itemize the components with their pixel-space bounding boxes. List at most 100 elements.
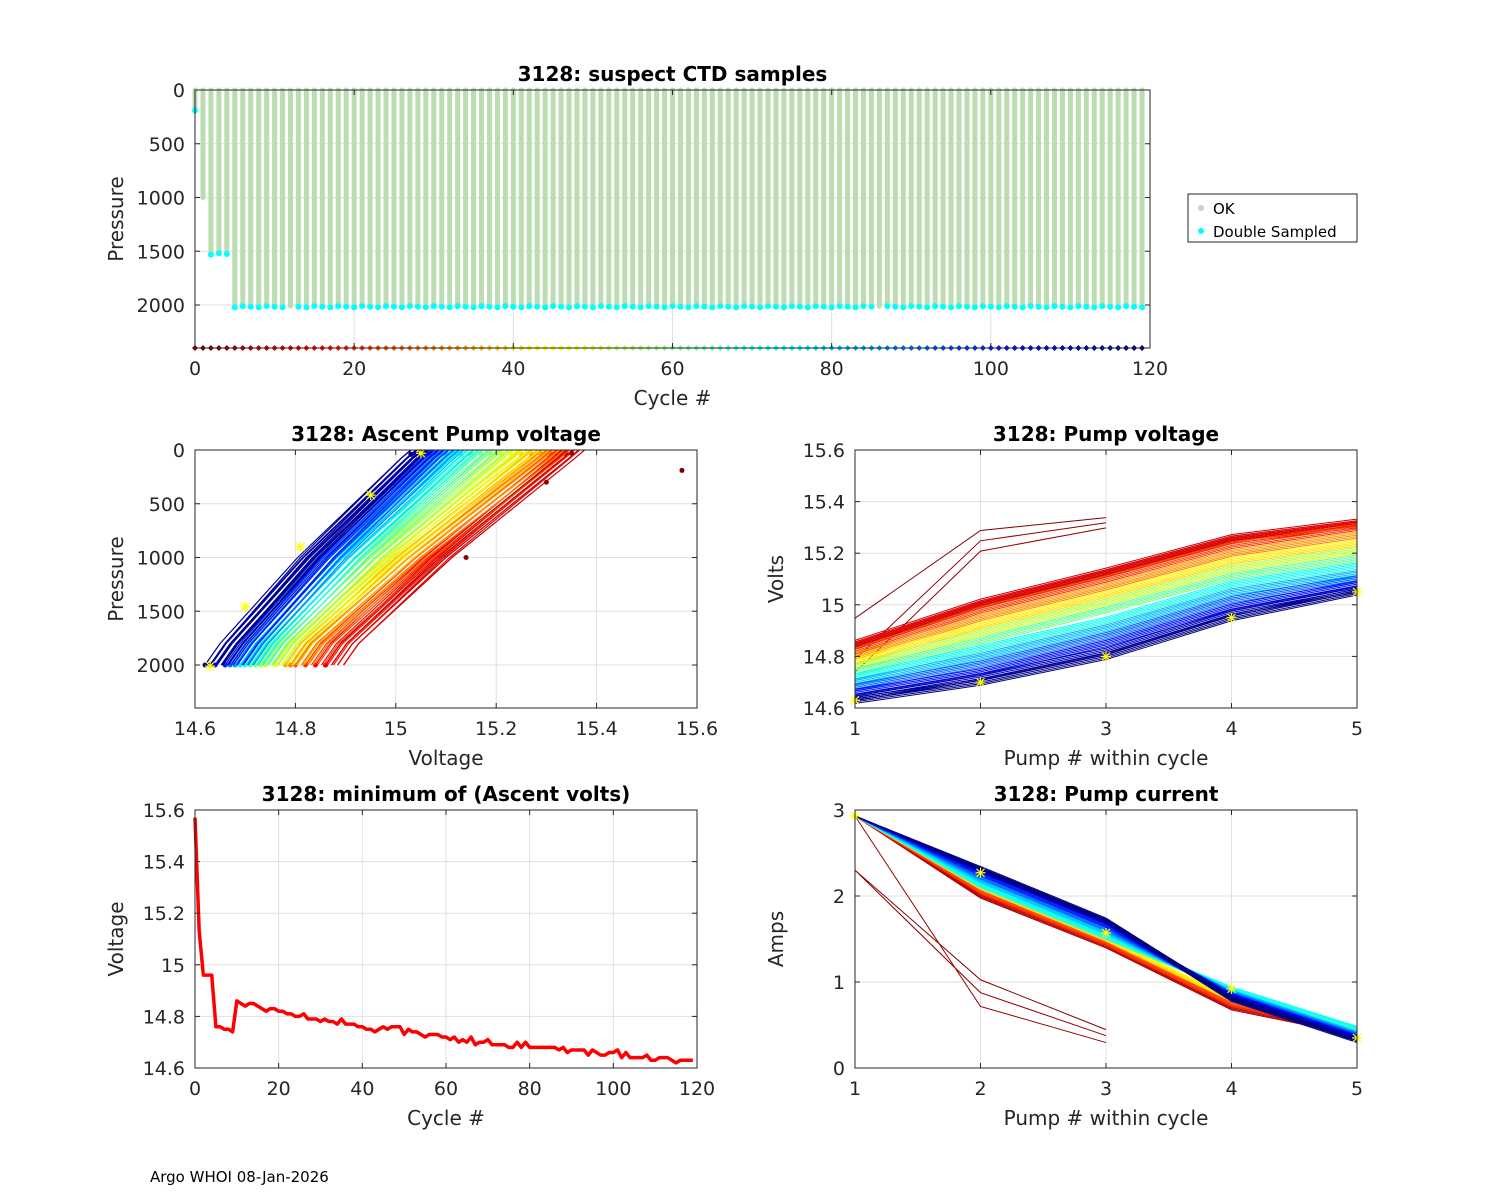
double-sampled-point [1107, 303, 1114, 310]
double-sampled-point [637, 304, 644, 311]
x-axis-label: Cycle # [634, 386, 712, 410]
ascent-outlier-point [679, 467, 685, 473]
ascent-voltage-line [323, 449, 570, 666]
double-sampled-point [581, 303, 588, 310]
ascent-voltage-line [239, 449, 457, 666]
pump-cycle-line [854, 582, 1358, 692]
ascent-voltage-line [262, 449, 480, 666]
pump-cycle-line [854, 539, 1358, 659]
highlight-star-marker [975, 867, 986, 878]
y-tick-label: 500 [149, 134, 185, 156]
y-axis-label: Voltage [104, 901, 128, 976]
double-sampled-point [510, 303, 517, 310]
chart-title: 3128: minimum of (Ascent volts) [262, 782, 631, 806]
chart-title: 3128: Ascent Pump voltage [291, 422, 601, 446]
pump-cycle-line [854, 575, 1358, 685]
axes-frame [194, 449, 698, 709]
double-sampled-point [677, 303, 684, 310]
ascent-voltage-line [272, 449, 500, 666]
y-tick-label: 1000 [137, 188, 185, 210]
ascent-voltage-line [307, 449, 560, 666]
double-sampled-point [566, 304, 573, 311]
double-sampled-point [741, 303, 748, 310]
x-tick-label: 40 [501, 358, 525, 380]
double-sampled-point [860, 303, 867, 310]
double-sampled-point [534, 303, 541, 310]
double-sampled-point [263, 303, 270, 310]
data-marks [192, 87, 1146, 351]
double-sampled-point [709, 304, 716, 311]
double-sampled-point [1123, 303, 1130, 310]
double-sampled-point [685, 304, 692, 311]
double-sampled-point [661, 304, 668, 311]
pump-cycle-line [854, 815, 1358, 1040]
double-sampled-point [725, 303, 732, 310]
double-sampled-point [470, 304, 477, 311]
y-tick-label: 3 [833, 800, 845, 822]
pump-cycle-line [854, 522, 1358, 646]
x-tick-label: 0 [189, 358, 201, 380]
double-sampled-point [390, 303, 397, 310]
pump-voltage-chart: 1 2 3 4 5 14.6 14.8 15 15.2 15.4 15.6 3128: Pump vo… [764, 422, 1363, 770]
legend-ok-label: OK [1213, 200, 1236, 218]
highlight-star-marker [415, 448, 426, 459]
double-sampled-point [398, 304, 405, 311]
x-tick-label: 80 [518, 1078, 542, 1100]
pump-cycle-line [854, 534, 1358, 657]
double-sampled-point [645, 303, 652, 310]
axes-box [194, 449, 698, 709]
double-sampled-point [804, 304, 811, 311]
pump-cycle-line [854, 545, 1358, 666]
double-sampled-point [621, 303, 628, 310]
y-tick-label: 0 [833, 1058, 845, 1080]
pump-cycle-line [854, 543, 1358, 664]
pump-cycle-line [854, 576, 1358, 687]
pump-cycle-line [854, 536, 1358, 659]
double-sampled-point [1075, 303, 1082, 310]
pump-cycle-line [854, 581, 1358, 691]
pump-cycle-line [854, 568, 1358, 681]
ascent-voltage-line [221, 449, 424, 666]
ascent-voltage-line [242, 449, 445, 666]
double-sampled-point [430, 303, 437, 310]
double-sampled-point [247, 303, 254, 310]
y-tick-label: 15.2 [803, 543, 845, 565]
x-tick-label: 20 [267, 1078, 291, 1100]
double-sampled-point [765, 303, 771, 310]
double-sampled-point [1051, 303, 1058, 310]
footer-credit: Argo WHOI 08-Jan-2026 [150, 1168, 329, 1186]
double-sampled-point [1115, 304, 1122, 311]
ascent-voltage-line [256, 449, 474, 666]
axes-frame [854, 809, 1358, 1069]
ascent-voltage-line [257, 449, 475, 666]
ascent-voltage-line [312, 449, 565, 666]
ascent-voltage-line [259, 449, 492, 666]
double-sampled-point [812, 303, 819, 310]
ascent-voltage-line [333, 449, 575, 666]
double-sampled-point [446, 304, 453, 311]
minimum-ascent-volts-chart: 0 20 40 60 80 100 120 14.6 14.8 15 15.2 15.4 15.6 312… [104, 782, 715, 1130]
highlight-star-marker [205, 661, 216, 672]
y-tick-label: 1500 [137, 601, 185, 623]
x-tick-label: 1 [849, 1078, 861, 1100]
double-sampled-point [908, 303, 915, 310]
ascent-voltage-line [276, 449, 514, 666]
y-tick-label: 0 [173, 80, 185, 102]
double-sampled-point [940, 303, 947, 310]
pump-cycle-line [854, 573, 1358, 683]
double-sampled-point [1035, 303, 1042, 310]
pump-cycle-line [854, 869, 1107, 1037]
y-tick-label: 1500 [137, 241, 185, 263]
y-tick-label: 14.6 [803, 698, 845, 720]
double-sampled-point [502, 303, 509, 310]
y-tick-label: 2 [833, 886, 845, 908]
highlight-star-marker [295, 541, 306, 552]
double-sampled-point [597, 303, 604, 310]
pump-cycle-line [854, 587, 1358, 697]
pump-cycle-line [854, 559, 1358, 674]
pump-cycle-line [854, 588, 1358, 699]
double-sampled-point [327, 304, 334, 311]
double-sampled-point [550, 303, 557, 310]
double-sampled-point [995, 304, 1002, 311]
